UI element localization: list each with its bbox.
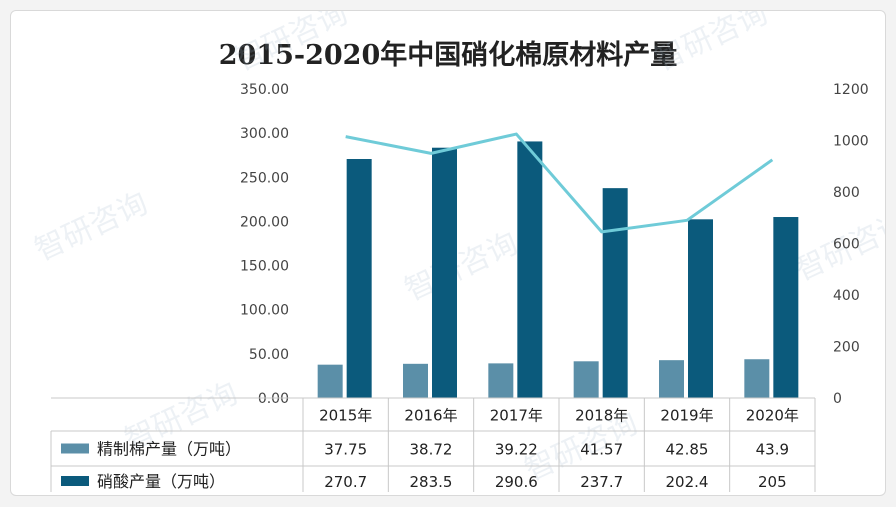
- table-cell-value: 42.85: [666, 441, 709, 459]
- x-tick-label: 2020年: [746, 407, 799, 425]
- chart-title: 2015-2020年中国硝化棉原材料产量: [218, 40, 678, 71]
- x-tick-label: 2019年: [660, 407, 713, 425]
- table-cell-value: 202.4: [666, 473, 709, 491]
- watermark-text: 智研咨询: [30, 186, 154, 268]
- y-right-tick-label: 1000: [833, 134, 869, 150]
- bar-refined-cotton: [403, 363, 428, 398]
- y-left-tick-label: 100.00: [240, 303, 289, 319]
- bar-nitric-acid: [432, 147, 457, 398]
- watermark-text: 智研咨询: [230, 11, 354, 78]
- y-right-tick-label: 600: [833, 237, 860, 253]
- legend-swatch: [61, 443, 89, 454]
- x-tick-label: 2017年: [490, 407, 543, 425]
- y-right-tick-label: 0: [833, 391, 842, 407]
- legend-swatch: [61, 476, 89, 486]
- x-tick-label: 2016年: [404, 407, 457, 425]
- bar-nitric-acid: [688, 219, 713, 398]
- bar-refined-cotton: [573, 361, 599, 398]
- y-left-tick-label: 200.00: [240, 214, 289, 230]
- legend-label: 精制棉产量（万吨）: [97, 440, 241, 459]
- y-left-tick-label: 50.00: [249, 347, 289, 363]
- bar-nitric-acid: [773, 217, 799, 398]
- table-cell-value: 41.57: [580, 441, 623, 459]
- legend-label: 硝酸产量（万吨）: [97, 472, 225, 491]
- x-tick-label: 2018年: [575, 407, 628, 425]
- table-cell-value: 270.7: [324, 473, 367, 491]
- bar-nitric-acid: [517, 141, 543, 398]
- bar-nitric-acid: [602, 188, 628, 398]
- y-right-tick-label: 400: [833, 288, 860, 304]
- y-right-tick-label: 800: [833, 185, 860, 201]
- watermark-text: 智研咨询: [650, 11, 774, 78]
- y-right-tick-label: 200: [833, 340, 860, 356]
- table-cell-value: 43.9: [756, 441, 789, 459]
- table-cell-value: 205: [758, 473, 787, 491]
- bar-refined-cotton: [744, 359, 770, 398]
- chart-card: 2015-2020年中国硝化棉原材料产量 智研咨询 智研咨询 智研咨询 智研咨询 智研咨…: [10, 10, 886, 496]
- table-cell-value: 290.6: [495, 473, 538, 491]
- bar-refined-cotton: [659, 360, 684, 398]
- bar-refined-cotton: [488, 363, 514, 398]
- y-left-tick-label: 250.00: [240, 170, 289, 186]
- y-left-tick-label: 350.00: [240, 82, 289, 98]
- table-cell-value: 237.7: [580, 473, 623, 491]
- line-series: [345, 132, 774, 234]
- table-cell-value: 283.5: [410, 473, 453, 491]
- y-left-tick-label: 150.00: [240, 259, 289, 275]
- table-cell-value: 39.22: [495, 441, 538, 459]
- bar-refined-cotton: [317, 364, 343, 398]
- x-tick-label: 2015年: [319, 407, 372, 425]
- watermark-text: 智研咨询: [400, 226, 524, 308]
- table-cell-value: 38.72: [410, 441, 453, 459]
- table-cell-value: 37.75: [324, 441, 367, 459]
- bar-nitric-acid: [346, 159, 372, 398]
- y-left-tick-label: 300.00: [240, 126, 289, 142]
- y-left-tick-label: 0.00: [258, 391, 289, 407]
- y-right-tick-label: 1200: [833, 82, 869, 98]
